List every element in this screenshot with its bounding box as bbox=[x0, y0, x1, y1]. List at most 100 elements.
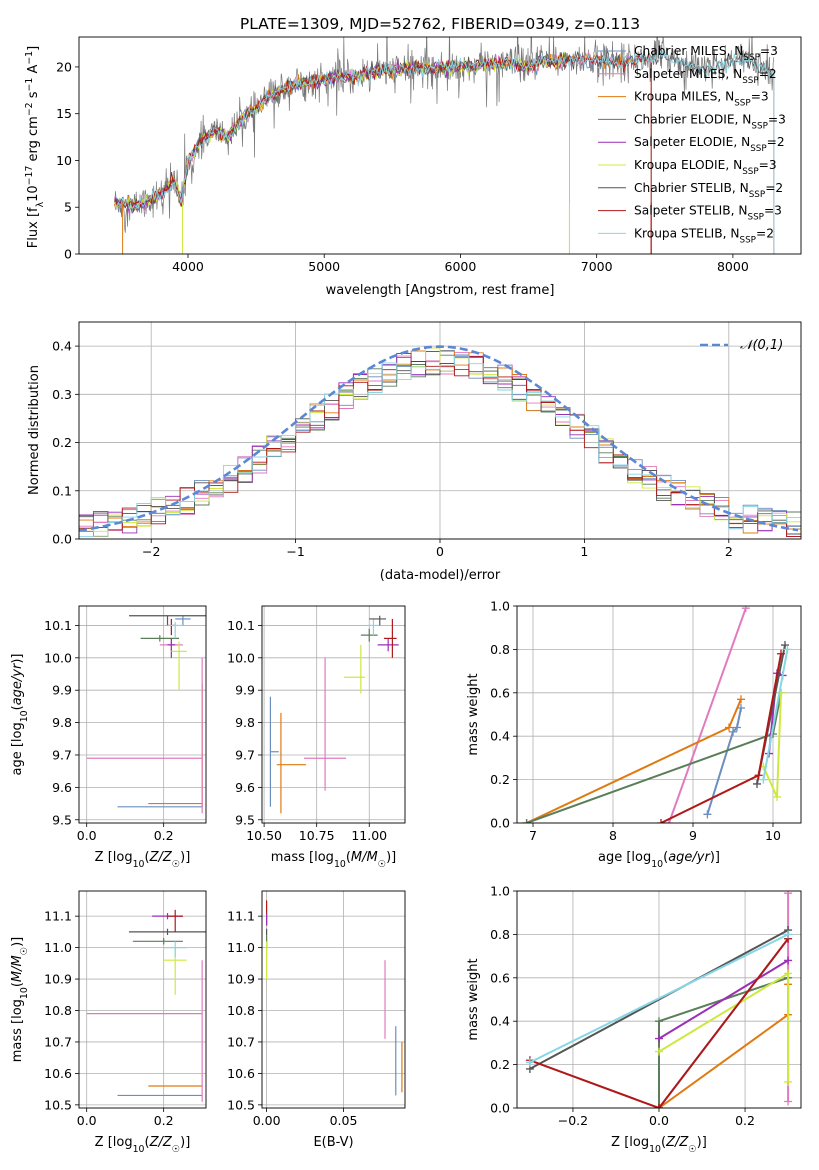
y-tick-label: 0.4 bbox=[490, 1014, 510, 1029]
point-marker bbox=[522, 819, 531, 823]
axes-frame bbox=[261, 605, 406, 824]
plot-area bbox=[79, 345, 801, 539]
y-tick-label: 9.9 bbox=[235, 683, 255, 698]
x-tick-label: 10.50 bbox=[246, 828, 282, 843]
x-tick-label: 0 bbox=[436, 544, 444, 559]
plot-area bbox=[522, 606, 792, 823]
point-marker bbox=[657, 819, 665, 823]
mass-weight-line bbox=[526, 692, 782, 823]
y-tick-label: 9.5 bbox=[235, 812, 255, 827]
x-tick-label: 0.2 bbox=[154, 828, 174, 843]
y-tick-label: 11.0 bbox=[44, 940, 72, 955]
y-tick-label: 9.7 bbox=[52, 747, 72, 762]
x-tick-label: 10.75 bbox=[299, 828, 335, 843]
mass-weight-line bbox=[762, 649, 789, 780]
x-tick-label: −0.2 bbox=[558, 1113, 588, 1128]
y-tick-label: 0.2 bbox=[490, 772, 510, 787]
legend-label: Kroupa MILES, NSSP=3 bbox=[634, 90, 769, 109]
legend-label: 𝒩(0,1) bbox=[740, 338, 783, 353]
mass-weight-line bbox=[529, 938, 789, 1108]
error-point bbox=[167, 622, 183, 639]
mass-weight-line bbox=[529, 933, 789, 1064]
legend-label: Kroupa STELIB, NSSP=2 bbox=[634, 226, 774, 245]
x-axis-label: age [log10(age/yr)] bbox=[598, 850, 720, 870]
point-marker bbox=[525, 1058, 534, 1067]
plot-area bbox=[525, 891, 793, 1108]
plot-area bbox=[269, 615, 399, 814]
y-tick-label: 20 bbox=[56, 59, 72, 74]
y-tick-label: 10.8 bbox=[227, 1003, 255, 1018]
legend-label: Salpeter MILES, NSSP=2 bbox=[634, 67, 777, 86]
legend-label: Salpeter ELODIE, NSSP=2 bbox=[634, 135, 785, 154]
plot-area bbox=[266, 900, 403, 1096]
y-tick-label: 10.5 bbox=[44, 1097, 72, 1112]
y-tick-label: 0.0 bbox=[490, 816, 510, 831]
point-marker bbox=[783, 645, 792, 654]
point-marker bbox=[665, 819, 673, 823]
x-axis-label: Z [log10(Z/Z☉)] bbox=[95, 1135, 191, 1155]
y-tick-label: 0.0 bbox=[490, 1101, 510, 1116]
mass-weight-line bbox=[658, 959, 789, 1040]
error-point bbox=[167, 618, 176, 636]
y-tick-label: 0 bbox=[64, 247, 72, 262]
mass-weight-line bbox=[526, 698, 742, 823]
point-marker bbox=[784, 1097, 793, 1106]
x-tick-label: 0.00 bbox=[253, 1113, 281, 1128]
point-marker bbox=[737, 695, 745, 704]
axes-frame bbox=[78, 321, 802, 540]
point-marker bbox=[784, 956, 793, 965]
x-tick-label: 10 bbox=[765, 828, 781, 843]
chart-title: PLATE=1309, MJD=52762, FIBERID=0349, z=0… bbox=[240, 15, 640, 33]
y-tick-label: 10.0 bbox=[44, 650, 72, 665]
y-tick-label: 0.2 bbox=[52, 435, 72, 450]
point-marker bbox=[703, 810, 712, 819]
point-marker bbox=[784, 930, 793, 939]
point-marker bbox=[781, 641, 789, 650]
y-tick-label: 15 bbox=[56, 106, 72, 121]
legend-label: Chabrier MILES, NSSP=3 bbox=[634, 44, 778, 63]
error-point bbox=[167, 638, 176, 658]
y-tick-label: 10.6 bbox=[227, 1066, 255, 1081]
x-tick-label: 0.0 bbox=[649, 1113, 669, 1128]
point-marker bbox=[655, 1017, 663, 1026]
axes-frame bbox=[78, 36, 802, 255]
legend-label: Chabrier STELIB, NSSP=2 bbox=[634, 181, 783, 200]
y-tick-label: 9.6 bbox=[235, 780, 255, 795]
y-tick-label: 0.6 bbox=[490, 685, 510, 700]
y-axis-label: mass weight bbox=[466, 958, 481, 1040]
error-point bbox=[175, 615, 191, 626]
y-tick-label: 10.6 bbox=[44, 1066, 72, 1081]
axes-frame bbox=[516, 605, 802, 824]
y-tick-label: 9.7 bbox=[235, 747, 255, 762]
x-axis-label: mass [log10(M/M☉)] bbox=[271, 850, 397, 870]
x-tick-label: 4000 bbox=[172, 259, 204, 274]
mass-weight-line bbox=[668, 607, 747, 823]
point-marker bbox=[777, 688, 785, 697]
point-marker bbox=[773, 792, 781, 801]
error-point bbox=[163, 941, 187, 958]
y-axis-label: mass weight bbox=[466, 673, 481, 755]
y-tick-label: 9.5 bbox=[52, 812, 72, 827]
point-marker bbox=[655, 1104, 663, 1108]
x-axis-label: wavelength [Angstrom, rest frame] bbox=[326, 283, 555, 298]
y-tick-label: 11.0 bbox=[227, 940, 255, 955]
y-tick-label: 0.1 bbox=[52, 483, 72, 498]
y-axis-label: Normed distribution bbox=[27, 365, 42, 495]
y-axis-label: Flux [fλ10−17 erg cm−2 s−1 A−1] bbox=[24, 46, 46, 248]
spectrum-axes: 4000 5000 6000 7000 8000 0 5 10 15 20 bbox=[56, 36, 802, 274]
model-spectrum bbox=[114, 52, 652, 254]
y-tick-label: 10.0 bbox=[227, 650, 255, 665]
y-tick-label: 10 bbox=[56, 153, 72, 168]
y-tick-label: 5 bbox=[64, 200, 72, 215]
x-tick-label: 0.0 bbox=[77, 828, 97, 843]
axes-frame bbox=[516, 890, 802, 1109]
y-tick-label: 10.7 bbox=[227, 1034, 255, 1049]
y-tick-label: 9.6 bbox=[52, 780, 72, 795]
y-tick-label: 9.8 bbox=[52, 715, 72, 730]
point-marker bbox=[753, 779, 761, 788]
error-point bbox=[132, 938, 183, 945]
point-marker bbox=[754, 771, 763, 780]
x-tick-label: 0.05 bbox=[330, 1113, 358, 1128]
y-tick-label: 1.0 bbox=[490, 599, 510, 614]
